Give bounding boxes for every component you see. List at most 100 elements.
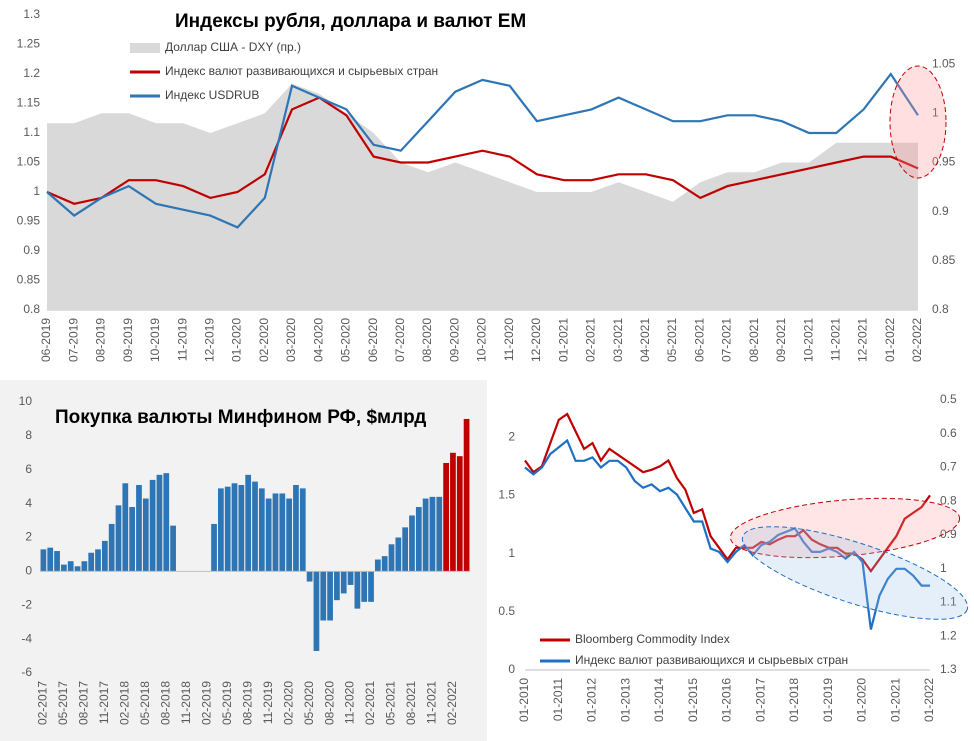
- bar: [415, 507, 422, 572]
- bar: [156, 474, 163, 572]
- x-tick-label: 08-2021: [747, 318, 761, 362]
- highlight-ellipse: [729, 497, 961, 559]
- y-tick-label: 1.25: [17, 37, 41, 51]
- x-tick-label: 02-2019: [199, 681, 213, 725]
- x-tick-label: 02-2022: [910, 318, 924, 362]
- x-tick-label: 09-2021: [774, 318, 788, 362]
- x-tick-label: 04-2021: [638, 318, 652, 362]
- highlight-ellipse: [741, 526, 969, 620]
- y-tick-label: -4: [21, 631, 32, 645]
- bar: [108, 523, 115, 572]
- chart-title: Покупка валюты Минфином РФ, $млрд: [55, 407, 426, 428]
- chart-rub-usd-em: 0.8 0.85 0.9 0.95 1 1.05 1.1 1.15 1.2 1.25 1.3 0.8 0…: [17, 7, 956, 362]
- y-tick-label: 1: [33, 184, 40, 198]
- x-tick-label: 02-2022: [445, 681, 459, 725]
- bar: [354, 571, 361, 609]
- y2-tick-label: 0.7: [940, 460, 957, 474]
- bar: [381, 556, 388, 572]
- bar: [224, 486, 231, 572]
- x-tick-label: 11-2019: [261, 681, 275, 724]
- x-tick-label: 08-2020: [322, 681, 336, 725]
- x-tick-label: 08-2021: [404, 681, 418, 725]
- x-tick-label: 08-2017: [77, 681, 91, 725]
- x-tick-label: 01-2020: [230, 318, 244, 362]
- bar: [361, 571, 368, 602]
- chart-commodity: 0 0.5 1 1.5 2 0.5 0.6 0.7 0.8 0.9 1 1.1 1.2 1.3 01-201…: [498, 392, 957, 722]
- line: [46, 96, 919, 205]
- x-tick-label: 02-2018: [117, 681, 131, 725]
- x-tick-label: 05-2018: [138, 681, 152, 725]
- x-tick-label: 09-2020: [447, 318, 461, 362]
- bar: [67, 561, 74, 572]
- bar: [170, 525, 176, 572]
- y2-tick-label: 0.85: [932, 253, 956, 267]
- bar: [395, 537, 402, 572]
- bar: [272, 493, 279, 572]
- bar: [88, 552, 95, 572]
- x-tick-label: 01-2012: [585, 678, 599, 722]
- x-tick-label: 07-2019: [66, 318, 80, 362]
- x-tick-label: 03-2020: [284, 318, 298, 362]
- y-tick-label: 1: [508, 546, 515, 560]
- bar: [463, 418, 470, 572]
- bar: [122, 483, 129, 572]
- y-tick-label: 1.1: [23, 125, 40, 139]
- bar: [245, 474, 252, 572]
- x-tick-label: 11-2020: [343, 681, 357, 724]
- x-tick-label: 01-2014: [652, 678, 666, 722]
- chart-minfin: -6 -4 -2 0 2 4 6 8 10 Покупка валюты Минфином РФ,…: [19, 394, 470, 725]
- x-tick-label: 12-2019: [202, 318, 216, 362]
- x-tick-label: 07-2020: [393, 318, 407, 362]
- bar: [388, 544, 395, 572]
- x-tick-label: 10-2019: [148, 318, 162, 362]
- line: [46, 72, 919, 229]
- x-tick-label: 08-2020: [420, 318, 434, 362]
- legend-label: Индекс USDRUB: [165, 88, 259, 102]
- y2-tick-label: 0.9: [940, 527, 957, 541]
- y-tick-label: 6: [25, 462, 32, 476]
- x-tick-label: 05-2017: [56, 681, 70, 725]
- y2-tick-label: 1: [940, 561, 947, 575]
- y-tick-label: 4: [25, 496, 32, 510]
- y-tick-label: 0.8: [23, 302, 40, 316]
- bar: [231, 483, 238, 572]
- highlight-ellipse: [889, 65, 947, 179]
- bar: [74, 566, 81, 572]
- bar: [327, 571, 333, 621]
- bar: [306, 571, 313, 582]
- x-tick-label: 12-2020: [529, 318, 543, 362]
- y-tick-label: 0.9: [23, 243, 40, 257]
- x-tick-label: 04-2020: [311, 318, 325, 362]
- bar: [347, 571, 354, 585]
- x-tick-label: 01-2016: [720, 678, 734, 722]
- bar: [252, 481, 258, 572]
- bar: [409, 515, 415, 572]
- x-tick-label: 05-2021: [384, 681, 398, 725]
- bar: [422, 498, 429, 572]
- bar: [258, 488, 265, 572]
- bar: [279, 493, 286, 572]
- y-tick-label: 0.85: [17, 273, 41, 287]
- bar: [81, 561, 88, 572]
- x-tick-label: 01-2021: [888, 678, 902, 722]
- y-tick-label: -2: [21, 597, 32, 611]
- bar: [95, 549, 101, 572]
- x-tick-label: 01-2018: [787, 678, 801, 722]
- x-tick-label: 08-2019: [240, 681, 254, 725]
- bar: [313, 571, 320, 651]
- legend-swatch: [130, 43, 160, 53]
- y-tick-label: -6: [21, 665, 32, 679]
- y-tick-label: 0.5: [498, 604, 515, 618]
- y2-tick-label: 1.3: [940, 662, 957, 676]
- x-tick-label: 02-2020: [281, 681, 295, 725]
- x-tick-label: 06-2021: [692, 318, 706, 362]
- x-tick-label: 03-2021: [611, 318, 625, 362]
- x-tick-label: 08-2018: [158, 681, 172, 725]
- x-tick-label: 11-2021: [829, 318, 843, 361]
- x-tick-label: 05-2021: [665, 318, 679, 362]
- x-tick-label: 01-2017: [753, 678, 767, 722]
- x-tick-label: 11-2020: [502, 318, 516, 361]
- x-tick-label: 01-2011: [551, 678, 565, 721]
- bar: [320, 571, 327, 621]
- chart-title: Индексы рубля, доллара и валют EM: [175, 11, 526, 32]
